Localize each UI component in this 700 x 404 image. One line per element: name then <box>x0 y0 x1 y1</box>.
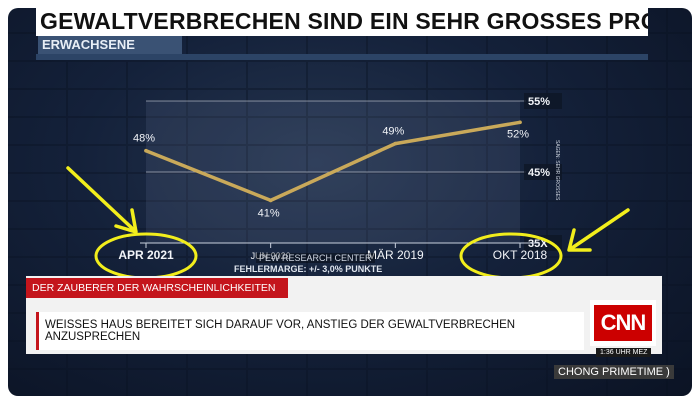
logo-text: CNN <box>594 305 652 341</box>
arrow-right-shaft <box>570 208 630 250</box>
data-label: 41% <box>258 207 280 219</box>
title-underline <box>36 54 648 60</box>
x-tick-label: APR 2021 <box>118 248 174 262</box>
data-point <box>144 148 148 153</box>
page-title: GEWALTVERBRECHEN SIND EIN SEHR GROSSES P… <box>36 6 648 36</box>
lower-third-tag: DER ZAUBERER DER WAHRSCHEINLICHKEITEN <box>26 278 288 298</box>
arrow-right-head <box>567 228 592 252</box>
ytick-box <box>524 235 562 251</box>
broadcast-time: 1:36 UHR MEZ <box>596 348 652 357</box>
source-label: PEW RESEARCH CENTER <box>256 253 375 263</box>
cnn-logo: CNN <box>590 300 656 346</box>
ytick-box <box>524 164 562 180</box>
x-tick-label: MÄR 2019 <box>367 248 424 262</box>
ytick-label: 35X <box>528 238 548 250</box>
lower-third-headline: WEISSES HAUS BEREITET SICH DARAUF VOR, A… <box>36 312 584 350</box>
data-point <box>518 120 522 125</box>
data-point <box>393 141 398 146</box>
side-note: SAGEN: SEHR GROSSES <box>554 140 560 201</box>
arrow-left-head <box>114 208 138 234</box>
chart-subtitle: ERWACHSENE <box>38 36 182 54</box>
ytick-label: 45% <box>528 167 550 179</box>
series-line <box>144 120 522 203</box>
margin-of-error: FEHLERMARGE: +/- 3,0% PUNKTE <box>234 264 383 274</box>
data-label: 48% <box>133 133 155 145</box>
ytick-label: 55% <box>528 96 550 108</box>
data-label: 49% <box>382 126 404 138</box>
x-tick-label: JUN 2020 <box>251 251 291 261</box>
x-tick-label: OKT 2018 <box>493 248 548 262</box>
data-label: 52% <box>507 128 529 140</box>
show-name: CHONG PRIMETIME ) <box>554 365 674 379</box>
data-point <box>268 198 273 203</box>
arrow-left-shaft <box>66 166 136 232</box>
ytick-box <box>524 93 562 109</box>
